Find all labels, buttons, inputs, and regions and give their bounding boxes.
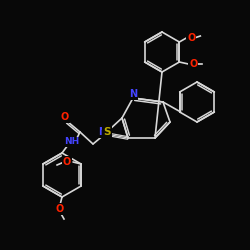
Text: S: S [103,127,111,137]
Text: N: N [129,89,137,99]
Text: O: O [187,33,196,43]
Text: O: O [56,204,64,214]
Text: O: O [189,59,198,69]
Text: NH: NH [64,138,80,146]
Text: N: N [98,127,106,137]
Text: O: O [61,112,69,122]
Text: O: O [63,157,71,167]
